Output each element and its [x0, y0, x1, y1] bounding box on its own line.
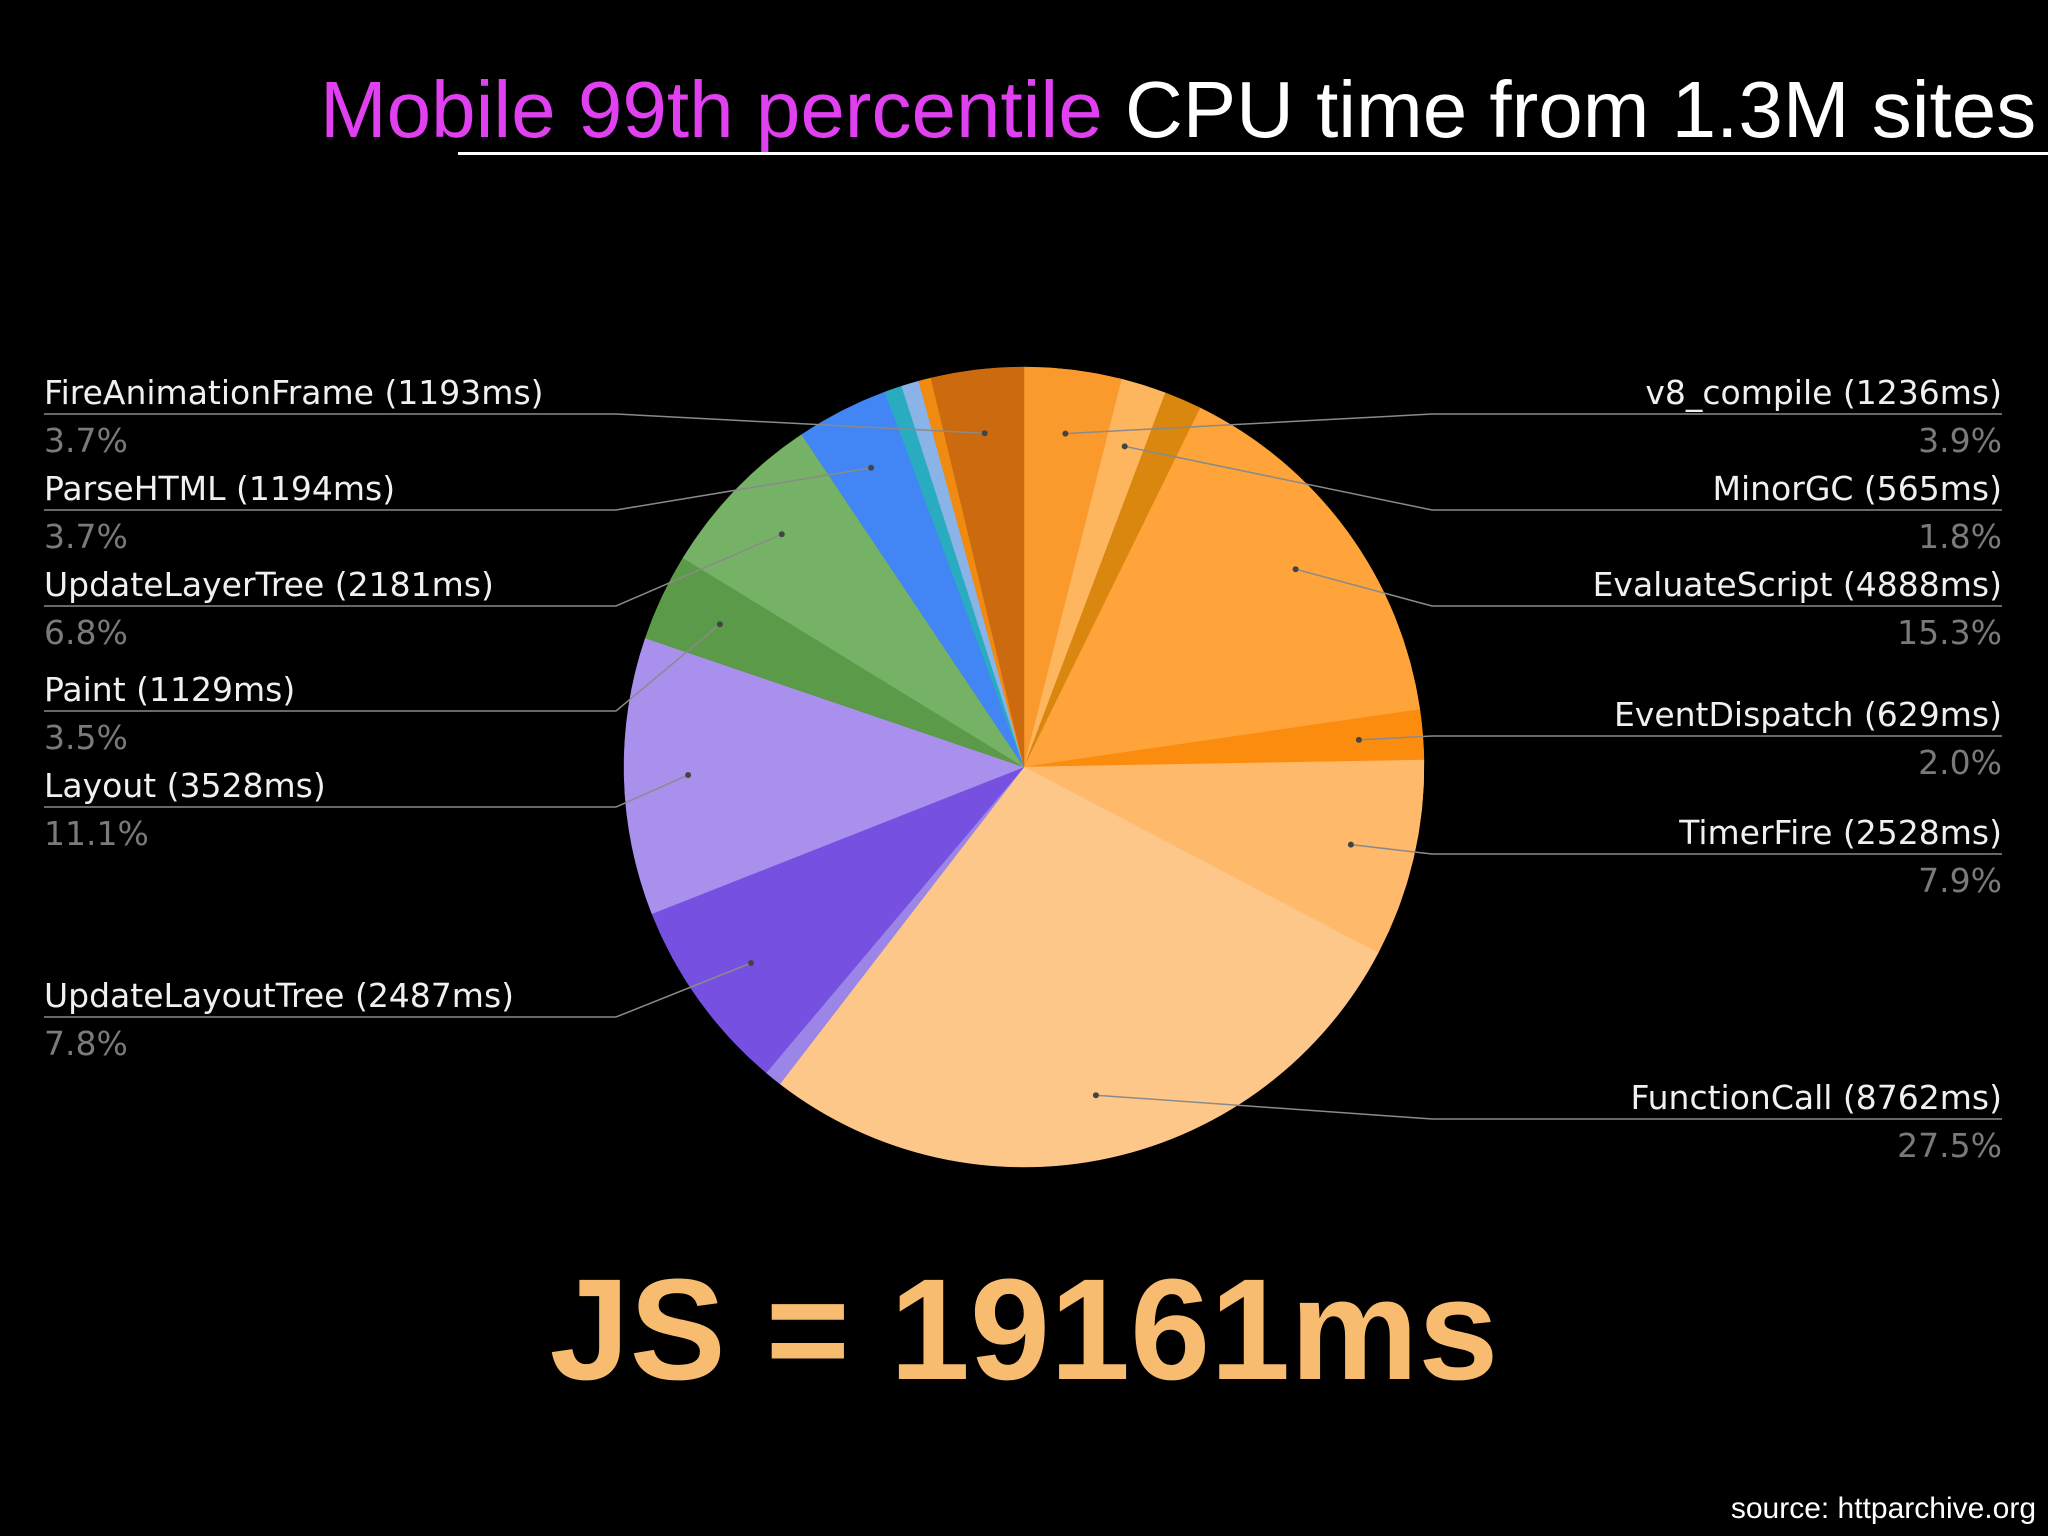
title-rest: CPU time from 1.3M sites	[1124, 65, 2037, 154]
pie-slices	[623, 366, 1425, 1168]
pie-slice-function-call	[779, 766, 1379, 1168]
slice-percent-paint: 3.5%	[44, 718, 128, 757]
slice-percent-evaluate-script: 15.3%	[1897, 613, 2002, 652]
leader-line-timer-fire	[1350, 843, 2002, 855]
slice-label-fire-animation-frame: FireAnimationFrame (1193ms)	[44, 373, 544, 412]
slice-label-function-call: FunctionCall (8762ms)	[1630, 1078, 2002, 1117]
slice-percent-event-dispatch: 2.0%	[1918, 743, 2002, 782]
slice-percent-function-call: 27.5%	[1897, 1126, 2002, 1165]
slice-percent-timer-fire: 7.9%	[1918, 861, 2002, 900]
leader-line-evaluate-script	[1295, 568, 2002, 607]
leader-line-parse-html	[44, 467, 872, 511]
slice-percent-fire-animation-frame: 3.7%	[44, 421, 128, 460]
leader-lines	[44, 413, 2002, 1120]
leader-dot-fire-animation-frame	[981, 430, 988, 437]
leader-dot-evaluate-script	[1292, 566, 1299, 573]
slice-percent-update-layer-tree: 6.8%	[44, 613, 128, 652]
slice-label-minor-gc: MinorGC (565ms)	[1713, 469, 2003, 508]
leader-line-layout	[44, 774, 689, 808]
leader-line-update-layout-tree	[44, 962, 752, 1018]
slice-label-parse-html: ParseHTML (1194ms)	[44, 469, 395, 508]
slice-label-update-layer-tree: UpdateLayerTree (2181ms)	[44, 565, 494, 604]
source-note: source: httparchive.org	[1730, 1492, 2036, 1525]
leader-line-event-dispatch	[1358, 735, 2002, 741]
leader-line-function-call	[1095, 1094, 2002, 1120]
leader-dot-parse-html	[868, 464, 875, 471]
slice-label-layout: Layout (3528ms)	[44, 766, 326, 805]
leader-dot-function-call	[1092, 1092, 1099, 1099]
slice-label-update-layout-tree: UpdateLayoutTree (2487ms)	[44, 976, 514, 1015]
title-underline	[458, 152, 2048, 155]
pie-slice-fire-animation-frame	[930, 366, 1025, 768]
slice-percent-update-layout-tree: 7.8%	[44, 1024, 128, 1063]
leader-line-paint	[44, 623, 721, 712]
js-total: JS = 19161ms	[549, 1249, 1499, 1410]
slice-labels: v8_compile (1236ms) 3.9% MinorGC (565ms) 1.…	[44, 373, 2002, 1165]
leader-dot-event-dispatch	[1355, 736, 1362, 743]
pie-slice-timer-fire	[1023, 759, 1425, 954]
pie-slice-layout	[623, 637, 1025, 915]
slide-title: Mobile 99th percentile CPU time from 1.3…	[320, 60, 2036, 160]
leader-line-fire-animation-frame	[44, 413, 985, 435]
leader-dot-paint	[716, 621, 723, 628]
leader-line-minor-gc	[1124, 445, 2002, 511]
leader-dot-update-layer-tree	[778, 531, 785, 538]
title-highlight: Mobile 99th percentile	[320, 65, 1103, 154]
slice-label-v8-compile: v8_compile (1236ms)	[1645, 373, 2002, 412]
leader-dot-timer-fire	[1347, 841, 1354, 848]
slice-label-event-dispatch: EventDispatch (629ms)	[1614, 695, 2002, 734]
leader-dot-update-layout-tree	[748, 960, 755, 966]
leader-dot-minor-gc	[1121, 443, 1128, 450]
pie-slice-update-layout-tree	[651, 766, 1025, 1074]
leader-line-update-layer-tree	[44, 533, 783, 607]
leader-line-v8-compile	[1065, 413, 2002, 435]
pie-slice-evaluate-script	[1023, 407, 1421, 768]
leader-dot-layout	[685, 772, 692, 778]
slice-label-evaluate-script: EvaluateScript (4888ms)	[1593, 565, 2002, 604]
slice-percent-parse-html: 3.7%	[44, 517, 128, 556]
slice-percent-layout: 11.1%	[44, 814, 149, 853]
slice-percent-minor-gc: 1.8%	[1918, 517, 2002, 556]
slice-label-paint: Paint (1129ms)	[44, 670, 295, 709]
leader-dot-v8-compile	[1062, 430, 1069, 437]
slice-percent-v8-compile: 3.9%	[1918, 421, 2002, 460]
slice-label-timer-fire: TimerFire (2528ms)	[1678, 813, 2002, 852]
